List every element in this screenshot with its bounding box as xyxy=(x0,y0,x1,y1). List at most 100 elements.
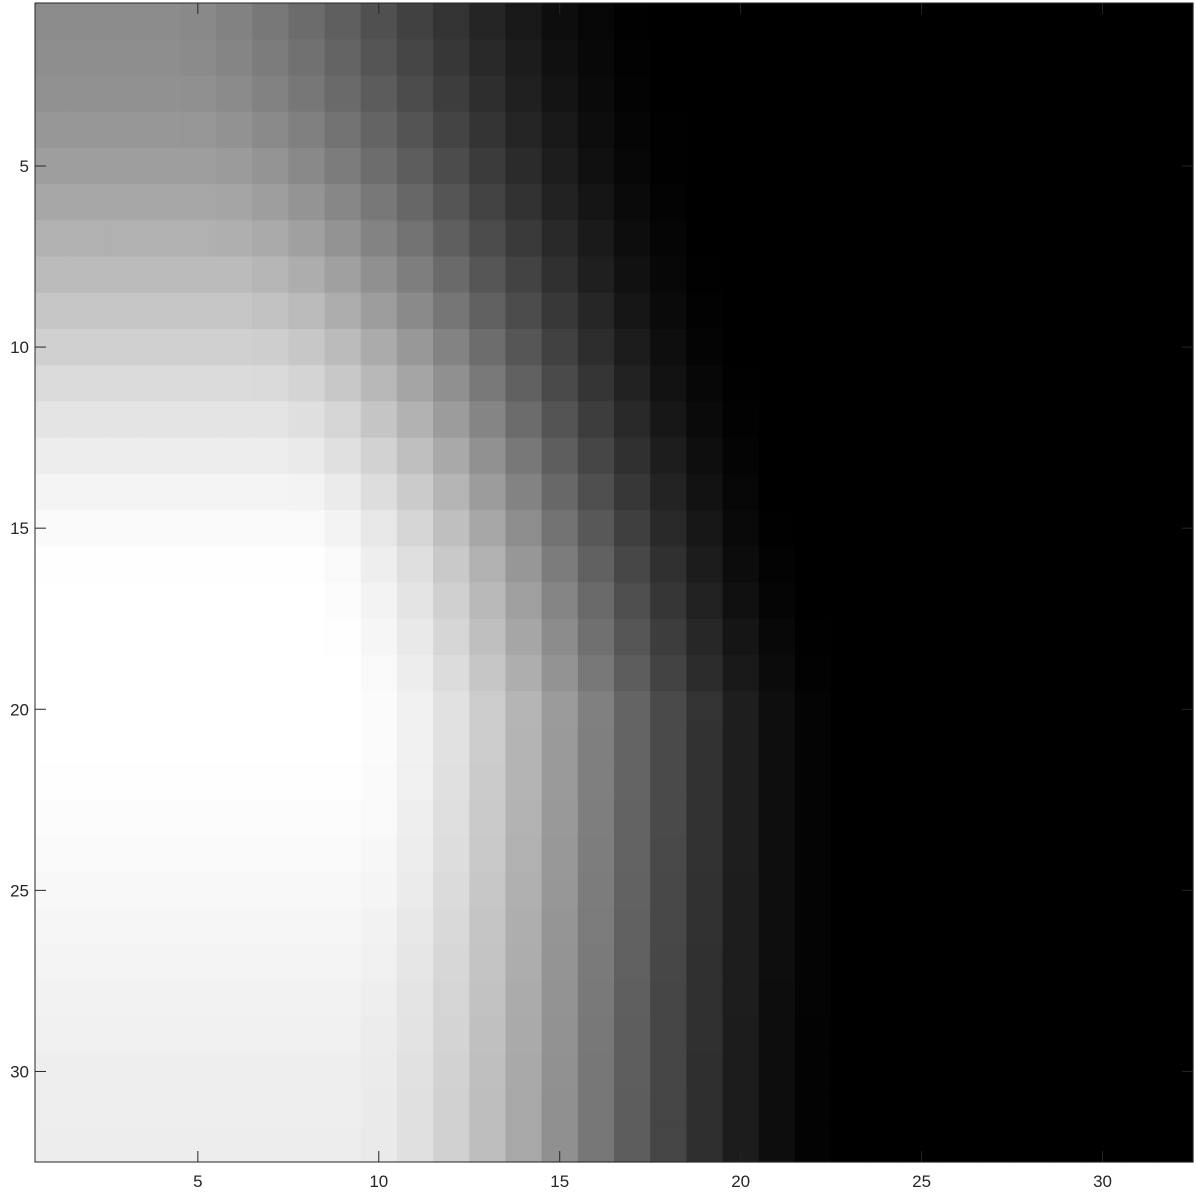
heatmap-cell xyxy=(35,1125,72,1163)
heatmap-cell xyxy=(107,365,145,403)
heatmap-cell xyxy=(1048,546,1086,584)
heatmap-cell xyxy=(758,618,796,656)
heatmap-cell xyxy=(831,763,868,801)
heatmap-cell xyxy=(179,872,217,910)
heatmap-cell xyxy=(179,39,217,77)
heatmap-cell xyxy=(252,473,289,511)
heatmap-cell xyxy=(252,292,289,330)
heatmap-cell xyxy=(505,473,543,511)
heatmap-cell xyxy=(35,582,72,620)
heatmap-cell xyxy=(107,256,145,294)
heatmap-cell xyxy=(360,908,398,946)
heatmap-cell xyxy=(469,618,507,656)
heatmap-cell xyxy=(975,220,1013,258)
heatmap-cell xyxy=(577,510,615,547)
heatmap-cell xyxy=(577,365,615,403)
heatmap-cell xyxy=(722,654,760,692)
heatmap-cell xyxy=(1012,256,1049,294)
heatmap-cell xyxy=(396,39,434,77)
heatmap-cell xyxy=(360,473,398,511)
heatmap-cell xyxy=(1048,654,1086,692)
heatmap-cell xyxy=(288,836,326,873)
heatmap-cell xyxy=(35,75,72,113)
heatmap-cell xyxy=(758,473,796,511)
heatmap-cell xyxy=(35,763,72,801)
heatmap-cell xyxy=(179,147,217,185)
heatmap-cell xyxy=(794,437,832,475)
heatmap-cell xyxy=(505,1125,543,1163)
heatmap-cell xyxy=(650,654,687,692)
heatmap-cell xyxy=(396,328,434,366)
heatmap-cell xyxy=(794,401,832,439)
heatmap-cell xyxy=(71,256,108,294)
heatmap-cell xyxy=(831,691,868,728)
heatmap-cell xyxy=(71,292,108,330)
y-tick-label: 5 xyxy=(20,157,29,176)
heatmap-cell xyxy=(1156,908,1194,946)
heatmap-cell xyxy=(288,39,326,77)
heatmap-cell xyxy=(215,510,253,547)
heatmap-cell xyxy=(686,510,724,547)
heatmap-cell xyxy=(143,1125,181,1163)
heatmap-cell xyxy=(324,727,362,765)
heatmap-cell xyxy=(1084,328,1122,366)
y-tick-label: 20 xyxy=(10,700,29,719)
heatmap-cell xyxy=(831,1089,868,1127)
heatmap-cell xyxy=(614,473,651,511)
heatmap-cell xyxy=(831,836,868,873)
heatmap-cell xyxy=(975,328,1013,366)
heatmap-cell xyxy=(939,980,977,1018)
x-tick-label: 5 xyxy=(193,1172,202,1191)
heatmap-cell xyxy=(324,220,362,258)
heatmap-cell xyxy=(505,39,543,77)
heatmap-cell xyxy=(107,39,145,77)
heatmap-cell xyxy=(469,1125,507,1163)
heatmap-cell xyxy=(650,1089,687,1127)
heatmap-cell xyxy=(252,111,289,149)
heatmap-cell xyxy=(577,256,615,294)
heatmap-cell xyxy=(71,1017,108,1054)
heatmap-cell xyxy=(975,980,1013,1018)
heatmap-cell xyxy=(215,111,253,149)
heatmap-cell xyxy=(179,980,217,1018)
heatmap-cell xyxy=(1120,510,1158,547)
x-axis: 5 10 15 20 25 30 xyxy=(193,1172,1112,1191)
heatmap-cell xyxy=(758,1089,796,1127)
heatmap-cell xyxy=(215,799,253,837)
heatmap-cell xyxy=(324,256,362,294)
heatmap-cell xyxy=(107,582,145,620)
heatmap-cell xyxy=(794,510,832,547)
heatmap-cell xyxy=(1048,944,1086,982)
heatmap-cell xyxy=(324,836,362,873)
heatmap-cell xyxy=(1048,256,1086,294)
heatmap-cell xyxy=(541,654,579,692)
heatmap-cell xyxy=(35,1089,72,1127)
heatmap-cell xyxy=(650,473,687,511)
heatmap-cell xyxy=(469,654,507,692)
heatmap-cell xyxy=(324,473,362,511)
heatmap-cell xyxy=(505,872,543,910)
heatmap-cell xyxy=(505,546,543,584)
heatmap-cell xyxy=(1084,39,1122,77)
heatmap-cell xyxy=(686,328,724,366)
heatmap-cell xyxy=(939,546,977,584)
heatmap-cell xyxy=(143,546,181,584)
heatmap-cell xyxy=(1012,836,1049,873)
heatmap-cell xyxy=(143,980,181,1018)
heatmap-cell xyxy=(252,980,289,1018)
heatmap-cell xyxy=(722,292,760,330)
heatmap-cell xyxy=(505,618,543,656)
heatmap-cell xyxy=(903,836,941,873)
heatmap-cell xyxy=(179,365,217,403)
heatmap-cell xyxy=(288,872,326,910)
heatmap-cell xyxy=(722,401,760,439)
heatmap-cell xyxy=(686,1125,724,1163)
heatmap-cell xyxy=(35,727,72,765)
heatmap-cell xyxy=(71,944,108,982)
heatmap-cell xyxy=(650,220,687,258)
heatmap-cell xyxy=(867,1125,905,1163)
heatmap-cell xyxy=(1048,292,1086,330)
heatmap-cell xyxy=(903,292,941,330)
heatmap-cell xyxy=(143,328,181,366)
heatmap-cell xyxy=(288,546,326,584)
